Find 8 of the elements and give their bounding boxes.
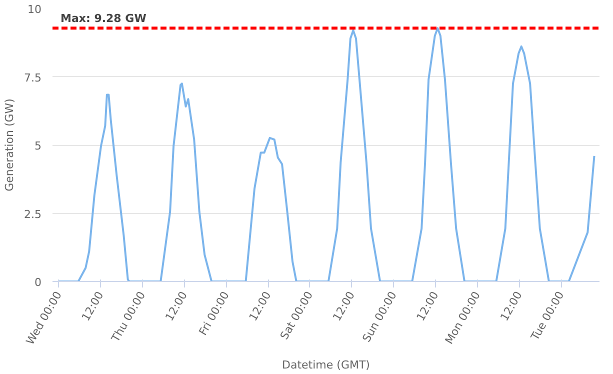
y-tick-label: 7.5 (24, 71, 42, 84)
y-tick-label: 10 (28, 3, 42, 16)
y-tick-label: 2.5 (24, 208, 42, 221)
ref-line-label: Max: 9.28 GW (60, 12, 146, 26)
x-axis-title: Datetime (GMT) (282, 358, 370, 372)
y-axis-title: Generation (GW) (3, 98, 16, 192)
y-tick-label: 0 (34, 276, 42, 289)
y-tick-label: 5 (34, 140, 42, 152)
